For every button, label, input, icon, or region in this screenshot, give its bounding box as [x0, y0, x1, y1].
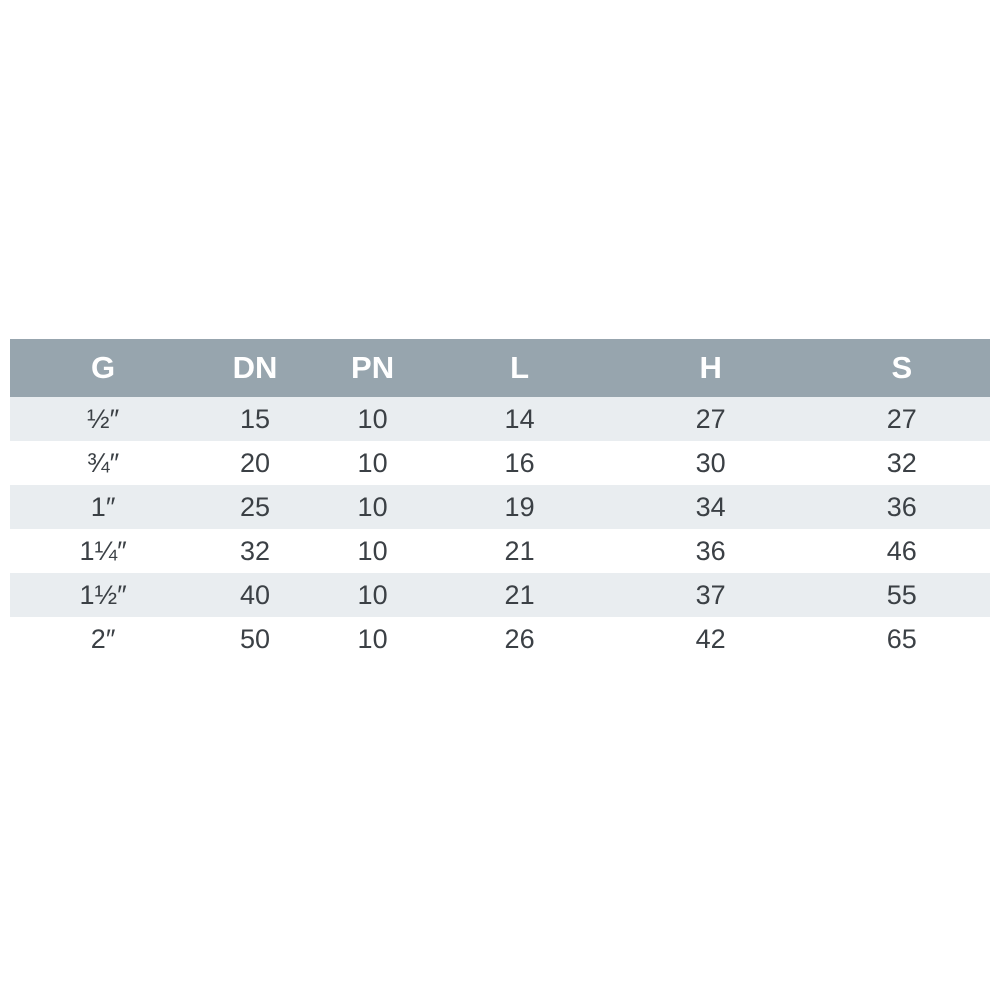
- table-cell: 15: [196, 397, 314, 441]
- table-cell: 16: [431, 441, 608, 485]
- table-cell: 20: [196, 441, 314, 485]
- table-cell: 19: [431, 485, 608, 529]
- table-cell: 65: [813, 617, 990, 661]
- table-row: 1½″ 40 10 21 37 55: [10, 573, 990, 617]
- header-cell-s: S: [813, 339, 990, 397]
- table-cell: 10: [313, 441, 432, 485]
- table-cell: ¾″: [10, 441, 197, 485]
- table-row: 1″ 25 10 19 34 36: [10, 485, 990, 529]
- table-cell: 1½″: [10, 573, 197, 617]
- table-cell: 34: [607, 485, 814, 529]
- table-cell: ½″: [10, 397, 197, 441]
- table-row: ½″ 15 10 14 27 27: [10, 397, 990, 441]
- header-cell-dn: DN: [196, 339, 314, 397]
- table-cell: 30: [607, 441, 814, 485]
- table-cell: 37: [607, 573, 814, 617]
- table-cell: 21: [431, 573, 608, 617]
- table-cell: 27: [607, 397, 814, 441]
- table-cell: 10: [313, 617, 432, 661]
- table-row: ¾″ 20 10 16 30 32: [10, 441, 990, 485]
- table-cell: 25: [196, 485, 314, 529]
- table-cell: 21: [431, 529, 608, 573]
- table-cell: 55: [813, 573, 990, 617]
- table-cell: 42: [607, 617, 814, 661]
- table-cell: 32: [196, 529, 314, 573]
- dimension-table-container: G DN PN L H S ½″ 15 10 14 27 27: [10, 339, 990, 661]
- table-header-row: G DN PN L H S: [10, 339, 990, 397]
- dimension-table: G DN PN L H S ½″ 15 10 14 27 27: [10, 339, 990, 661]
- table-cell: 36: [813, 485, 990, 529]
- header-cell-h: H: [607, 339, 814, 397]
- table-cell: 1″: [10, 485, 197, 529]
- header-cell-g: G: [10, 339, 197, 397]
- table-cell: 1¼″: [10, 529, 197, 573]
- table-cell: 26: [431, 617, 608, 661]
- table-cell: 10: [313, 573, 432, 617]
- table-row: 2″ 50 10 26 42 65: [10, 617, 990, 661]
- table-cell: 36: [607, 529, 814, 573]
- table-cell: 50: [196, 617, 314, 661]
- table-cell: 40: [196, 573, 314, 617]
- table-cell: 10: [313, 397, 432, 441]
- header-cell-l: L: [431, 339, 608, 397]
- table-cell: 10: [313, 529, 432, 573]
- table-cell: 10: [313, 485, 432, 529]
- table-cell: 14: [431, 397, 608, 441]
- table-cell: 27: [813, 397, 990, 441]
- header-cell-pn: PN: [313, 339, 432, 397]
- table-cell: 2″: [10, 617, 197, 661]
- table-cell: 46: [813, 529, 990, 573]
- table-cell: 32: [813, 441, 990, 485]
- table-row: 1¼″ 32 10 21 36 46: [10, 529, 990, 573]
